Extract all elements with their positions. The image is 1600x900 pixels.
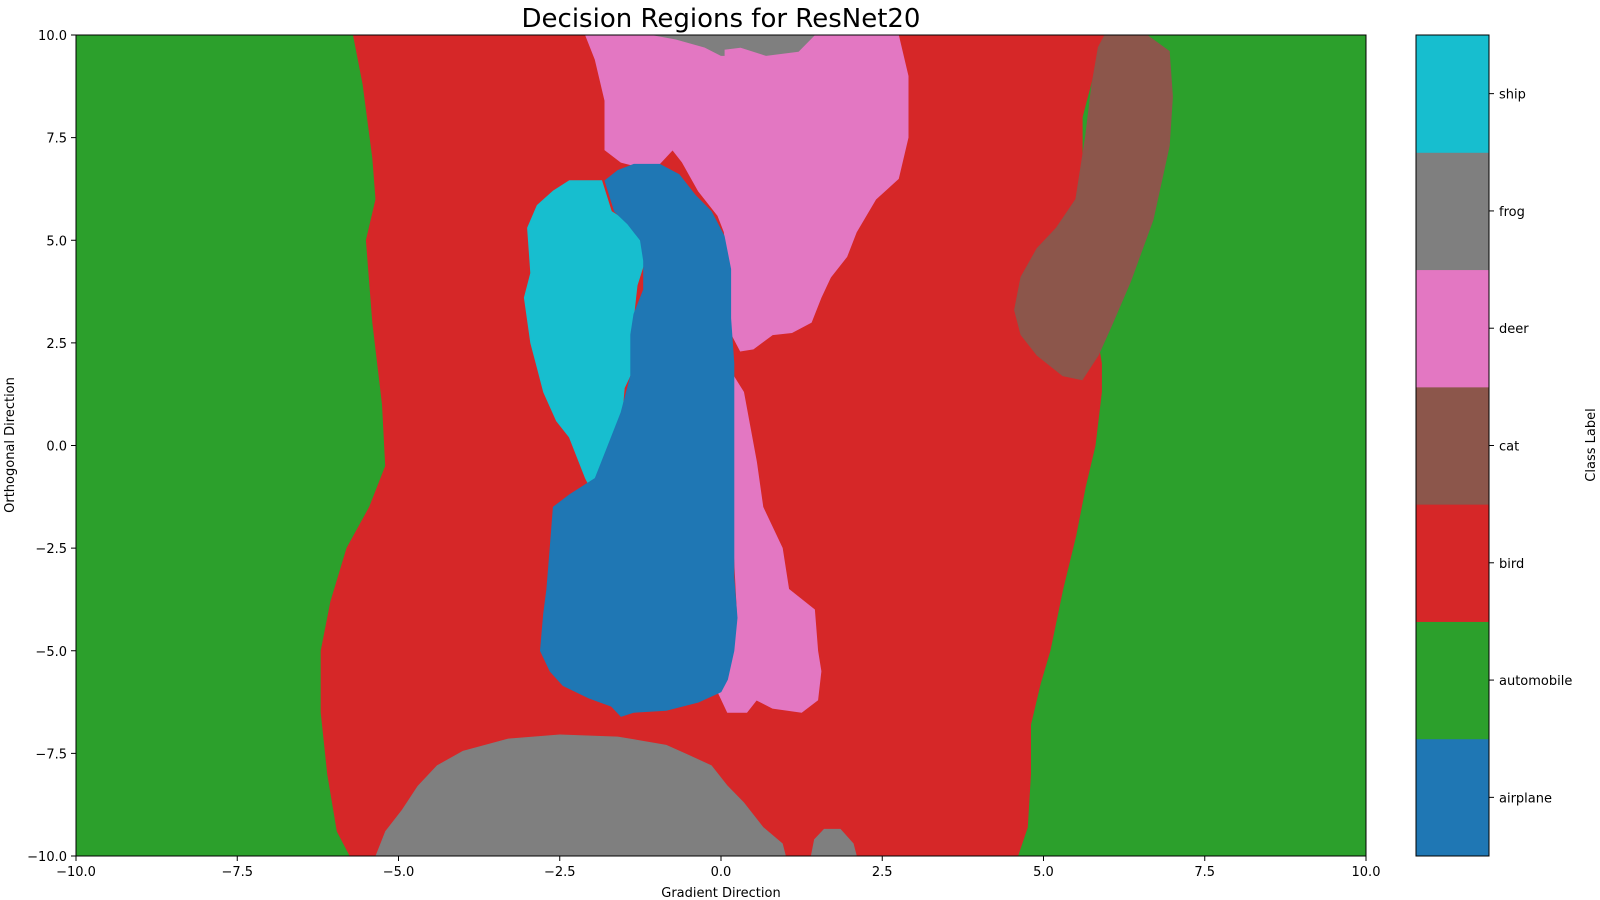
- colorbar-label-frog: frog: [1499, 205, 1525, 220]
- region-airplane-9: [539, 163, 738, 717]
- x-tick-label-0: −10.0: [56, 865, 96, 880]
- colorbar-swatch-frog: [1416, 152, 1489, 271]
- region-frog-7: [810, 828, 857, 856]
- region-frog-5: [653, 35, 816, 56]
- colorbar-label-automobile: automobile: [1499, 674, 1572, 689]
- x-axis-ticks: −10.0 −7.5 −5.0 −2.5 0.0 2.5 5.0 7.5 10.0: [56, 856, 1380, 880]
- colorbar-label-ship: ship: [1499, 88, 1526, 103]
- y-tick-label-1: −7.5: [35, 747, 67, 762]
- region-frog-6: [375, 734, 786, 856]
- x-tick-label-2: −5.0: [383, 865, 415, 880]
- x-tick-label-6: 5.0: [1033, 865, 1054, 880]
- colorbar-swatch-deer: [1416, 269, 1489, 388]
- y-tick-label-5: 2.5: [46, 337, 67, 352]
- x-tick-label-4: 0.0: [711, 865, 732, 880]
- y-axis-label: Orthogonal Direction: [3, 377, 18, 513]
- colorbar-label-cat: cat: [1499, 440, 1519, 455]
- colorbar-swatch-ship: [1416, 35, 1489, 153]
- x-tick-label-3: −2.5: [544, 865, 576, 880]
- colorbar: airplane automobile bird cat deer frog ship: [1415, 34, 1572, 857]
- y-tick-label-3: −2.5: [35, 542, 67, 557]
- colorbar-frame: [1415, 34, 1490, 857]
- x-tick-label-8: 10.0: [1352, 865, 1381, 880]
- region-cat-2: [1014, 35, 1173, 381]
- region-deer-4: [717, 370, 822, 713]
- y-tick-label-8: 10.0: [38, 29, 67, 44]
- colorbar-label-deer: deer: [1499, 322, 1529, 337]
- colorbar-swatch-cat: [1416, 386, 1489, 505]
- decision-regions: [76, 35, 1366, 856]
- colorbar-label: Class Label: [1584, 408, 1599, 481]
- colorbar-swatch-airplane: [1416, 738, 1489, 857]
- colorbar-label-bird: bird: [1499, 557, 1524, 572]
- colorbar-swatch-bird: [1416, 504, 1489, 622]
- colorbar-label-airplane: airplane: [1499, 791, 1552, 806]
- x-tick-label-1: −7.5: [221, 865, 253, 880]
- x-axis-label: Gradient Direction: [661, 886, 780, 900]
- y-tick-label-7: 7.5: [46, 132, 67, 147]
- y-tick-label-6: 5.0: [46, 234, 67, 249]
- y-tick-label-2: −5.0: [35, 645, 67, 660]
- x-tick-label-7: 7.5: [1194, 865, 1215, 880]
- y-axis-ticks: −10.0 −7.5 −5.0 −2.5 0.0 2.5 5.0 7.5 10.0: [27, 29, 76, 865]
- colorbar-swatch-automobile: [1416, 621, 1489, 740]
- y-tick-label-4: 0.0: [46, 440, 67, 455]
- chart-title: Decision Regions for ResNet20: [522, 4, 921, 34]
- x-tick-label-5: 2.5: [872, 865, 893, 880]
- y-tick-label-0: −10.0: [27, 850, 67, 865]
